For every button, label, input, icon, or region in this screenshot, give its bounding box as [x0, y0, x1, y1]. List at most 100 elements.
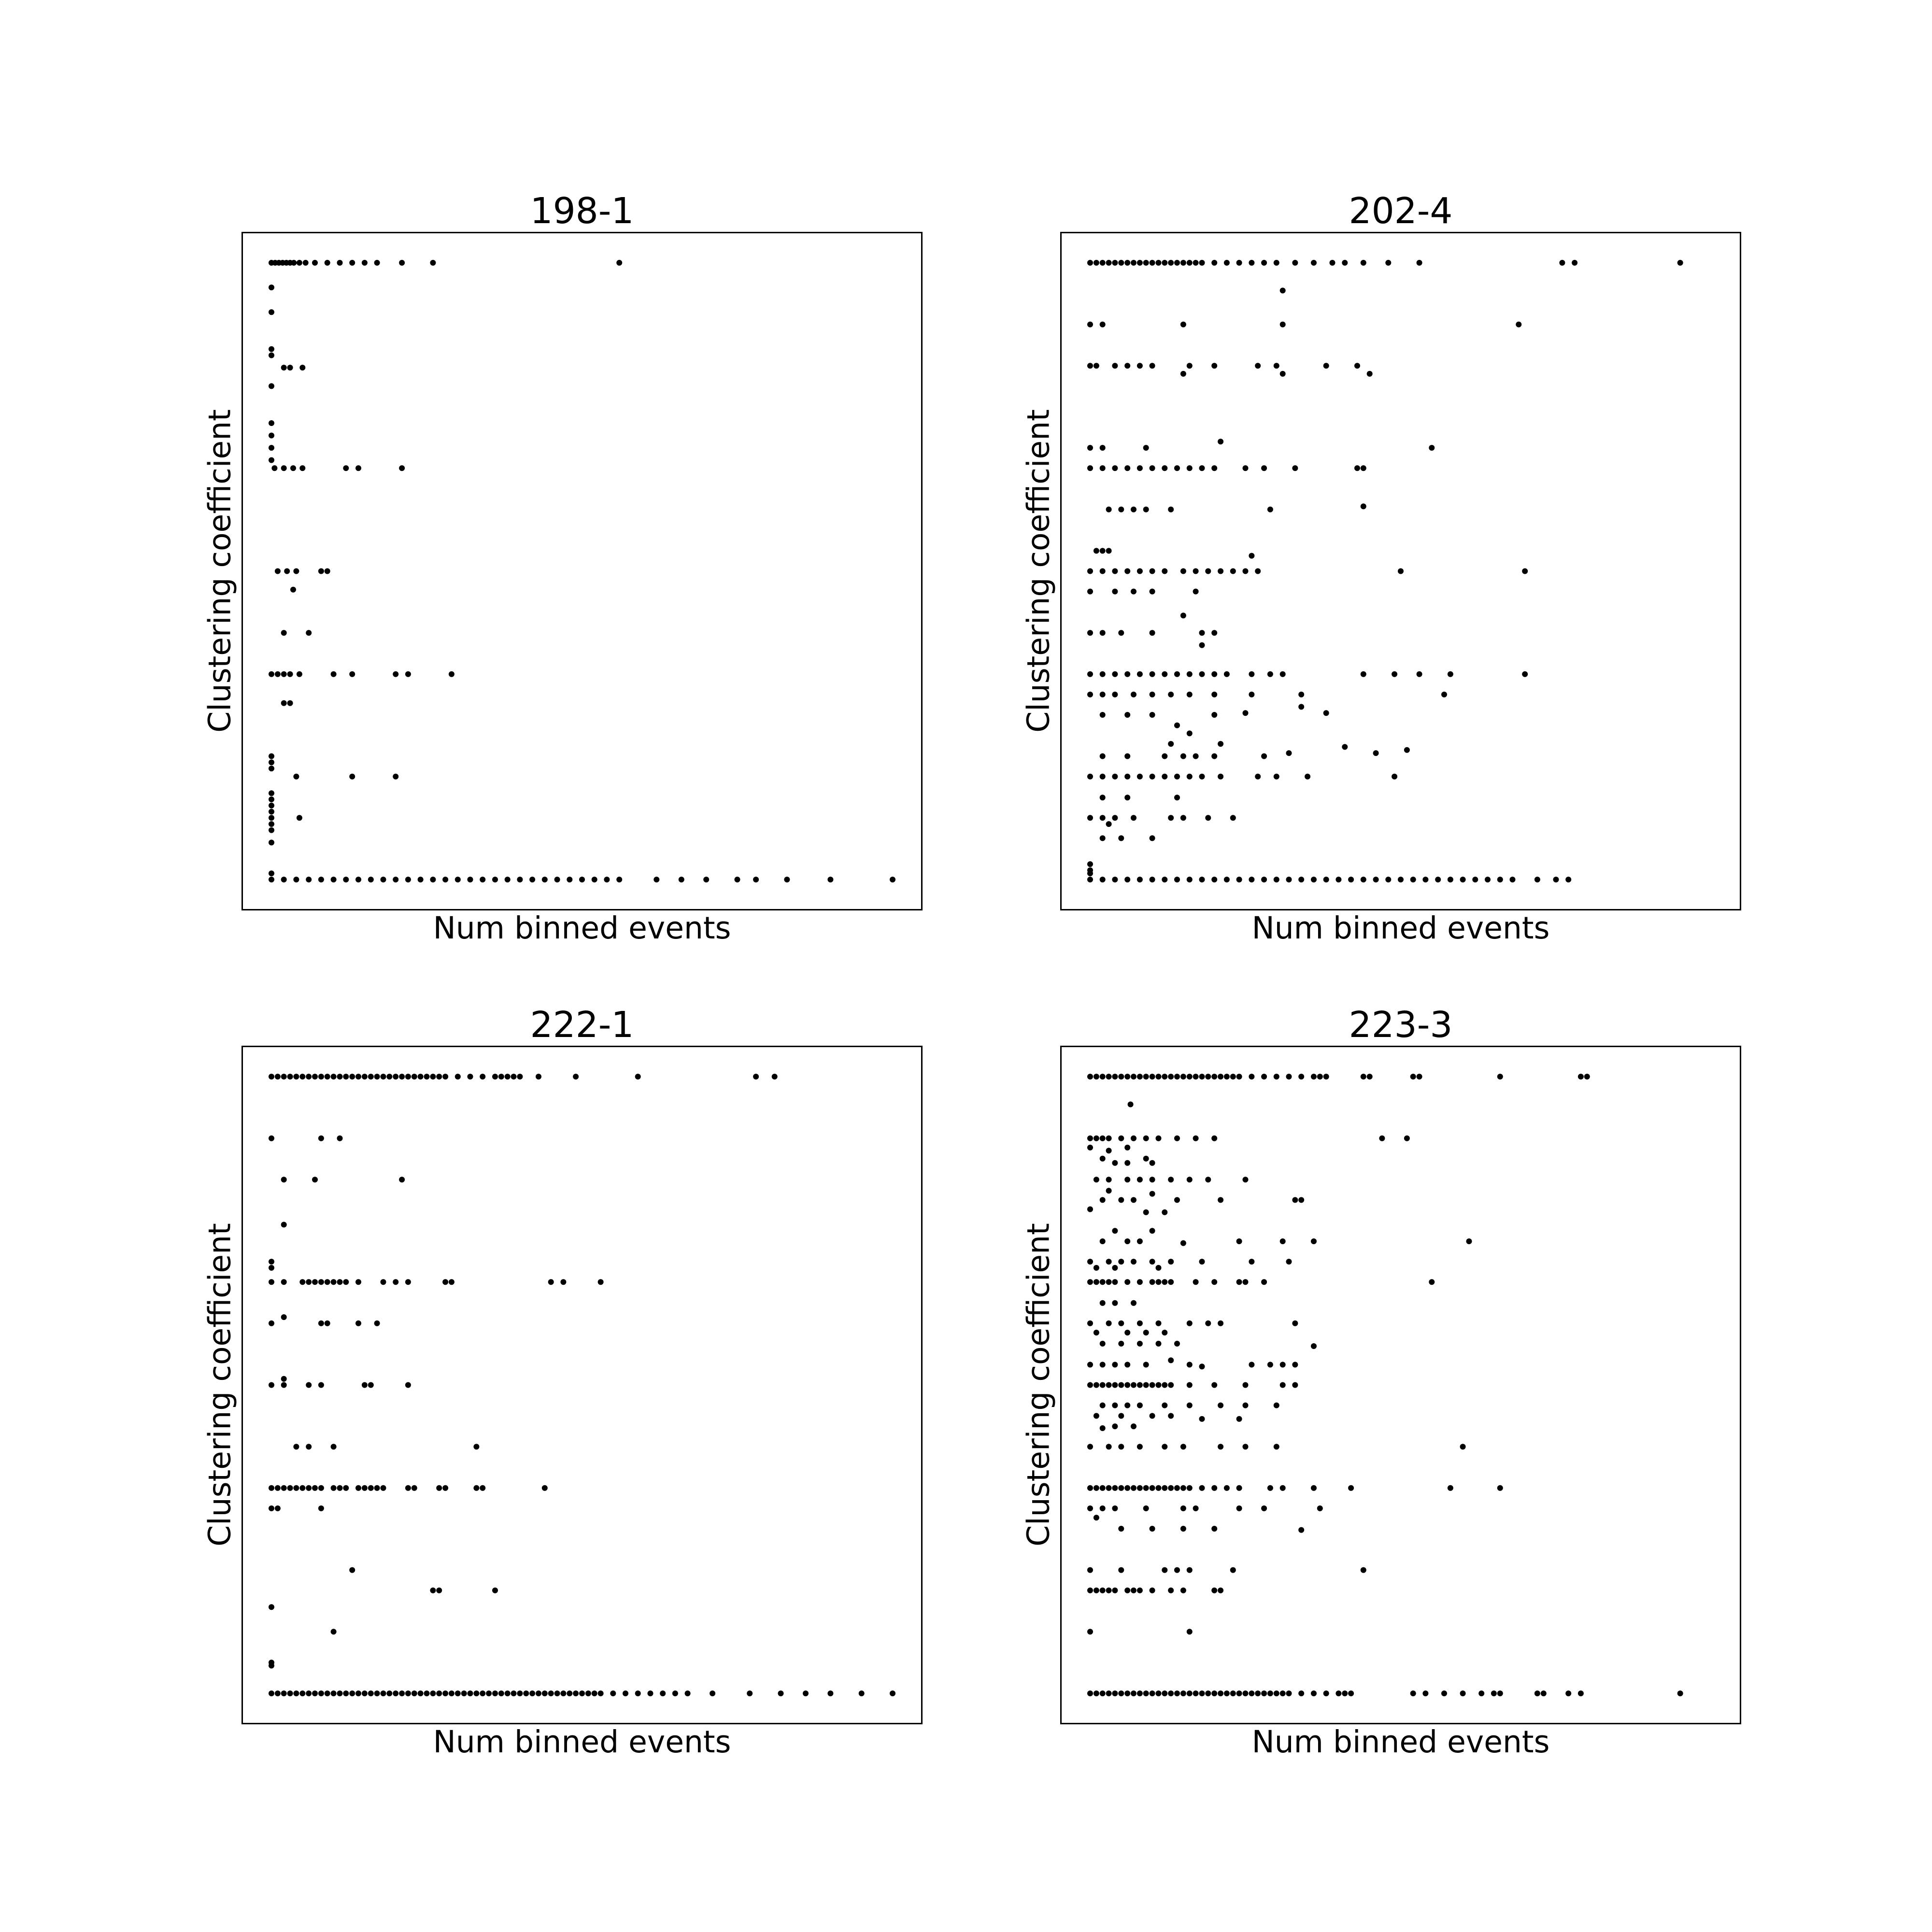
- data-point: [337, 1279, 343, 1285]
- data-point: [1112, 877, 1118, 882]
- data-point: [380, 1279, 386, 1285]
- data-point: [1118, 1135, 1124, 1141]
- data-point: [1131, 691, 1136, 697]
- data-point: [1199, 1364, 1205, 1370]
- data-point: [1199, 465, 1205, 471]
- data-point: [411, 1074, 417, 1080]
- data-point: [399, 1074, 405, 1080]
- data-point: [1186, 671, 1193, 677]
- data-point: [1093, 1330, 1099, 1335]
- data-point: [467, 1690, 473, 1696]
- data-point: [517, 1690, 523, 1696]
- data-point: [318, 1279, 324, 1285]
- data-point: [1168, 1485, 1174, 1491]
- data-point: [318, 1505, 324, 1511]
- data-point: [1186, 1690, 1193, 1696]
- data-point: [1534, 1690, 1540, 1696]
- data-point: [361, 1485, 368, 1491]
- data-point: [269, 383, 274, 389]
- data-point: [1186, 1567, 1193, 1573]
- data-point: [548, 1690, 554, 1696]
- data-point: [361, 1074, 368, 1080]
- data-point: [318, 1135, 324, 1141]
- data-point: [269, 671, 274, 677]
- data-point: [1162, 465, 1168, 471]
- data-point: [1205, 1690, 1211, 1696]
- data-point: [269, 1320, 274, 1326]
- data-point: [1106, 1320, 1112, 1326]
- data-point: [1398, 568, 1404, 574]
- data-point: [1174, 1340, 1180, 1347]
- data-point: [1124, 1402, 1131, 1408]
- data-point: [536, 1690, 541, 1696]
- data-point: [1218, 1690, 1224, 1696]
- data-point: [1323, 1690, 1329, 1696]
- data-point: [269, 1662, 274, 1669]
- data-point: [393, 671, 399, 677]
- scatter-plot-area: [1087, 260, 1683, 882]
- data-point: [1186, 1485, 1193, 1491]
- data-point: [1323, 1074, 1329, 1080]
- data-point: [1087, 1135, 1093, 1141]
- data-point: [1136, 1340, 1143, 1347]
- data-point: [442, 1690, 449, 1696]
- data-point: [1348, 877, 1354, 882]
- data-point: [1193, 1135, 1199, 1141]
- data-point: [1385, 877, 1392, 882]
- data-point: [1472, 877, 1478, 882]
- data-point: [1292, 1320, 1298, 1326]
- data-point: [473, 1444, 480, 1450]
- data-point: [269, 1074, 274, 1080]
- data-point: [1149, 1160, 1155, 1166]
- data-point: [710, 1690, 716, 1696]
- data-point: [1143, 1382, 1149, 1388]
- data-point: [1186, 1402, 1193, 1408]
- data-point: [1267, 506, 1273, 512]
- data-point: [417, 1690, 424, 1696]
- data-point: [374, 260, 380, 266]
- data-point: [1118, 1413, 1124, 1419]
- axes-frame: [1060, 1046, 1741, 1724]
- data-point: [1118, 1567, 1124, 1573]
- axes-frame: [242, 1046, 923, 1724]
- data-point: [448, 1690, 455, 1696]
- data-point: [1149, 835, 1155, 841]
- data-point: [1180, 260, 1186, 266]
- data-point: [1136, 1587, 1143, 1593]
- data-point: [281, 1376, 287, 1382]
- x-axis-label: Num binned events: [433, 1724, 731, 1760]
- data-point: [1131, 1690, 1136, 1696]
- data-point: [1106, 1279, 1112, 1285]
- data-point: [1118, 1074, 1124, 1080]
- data-point: [271, 465, 278, 471]
- data-point: [1099, 1279, 1106, 1285]
- data-point: [269, 1264, 274, 1271]
- data-point: [1136, 1177, 1143, 1183]
- data-point: [1124, 1238, 1131, 1244]
- data-point: [1211, 1382, 1218, 1388]
- data-point: [274, 671, 281, 677]
- data-point: [269, 420, 274, 426]
- data-point: [1124, 773, 1131, 780]
- data-point: [616, 260, 623, 266]
- data-point: [1106, 1444, 1112, 1450]
- data-point: [498, 1074, 504, 1080]
- data-point: [1155, 1279, 1162, 1285]
- data-point: [424, 1690, 430, 1696]
- data-point: [1416, 671, 1422, 677]
- data-point: [1317, 1505, 1323, 1511]
- data-point: [1112, 1362, 1118, 1368]
- data-point: [1118, 630, 1124, 636]
- data-point: [573, 1074, 579, 1080]
- data-point: [455, 1074, 461, 1080]
- data-point: [1131, 506, 1136, 512]
- data-point: [1118, 260, 1124, 266]
- data-point: [337, 1485, 343, 1491]
- data-point: [1131, 1423, 1136, 1430]
- data-point: [560, 1279, 567, 1285]
- data-point: [504, 877, 511, 882]
- data-point: [1118, 1485, 1124, 1491]
- data-point: [1087, 1362, 1093, 1368]
- data-point: [1410, 1690, 1416, 1696]
- data-point: [1112, 1300, 1118, 1306]
